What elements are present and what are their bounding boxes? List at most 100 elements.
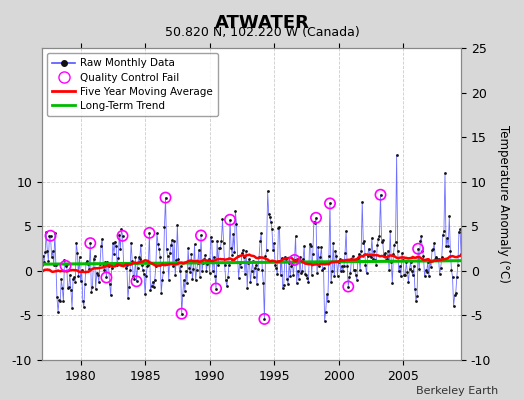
Point [333, 272, 342, 279]
Point [130, 276, 138, 282]
Point [110, 251, 118, 257]
Point [456, 226, 464, 232]
Point [235, 260, 244, 266]
Point [147, 282, 156, 289]
Point [143, 263, 151, 269]
Point [73, 250, 82, 256]
Point [345, 274, 354, 280]
Point [107, 264, 116, 271]
Point [386, 228, 395, 234]
Text: 50.820 N, 102.220 W (Canada): 50.820 N, 102.220 W (Canada) [165, 26, 359, 39]
Point [352, 272, 360, 278]
Point [81, 281, 89, 288]
Point [204, 256, 213, 262]
Point [246, 279, 255, 286]
Point [140, 271, 148, 277]
Point [446, 248, 454, 254]
Point [353, 276, 361, 283]
Point [121, 260, 129, 266]
Point [300, 243, 309, 249]
Point [273, 271, 281, 278]
Point [133, 278, 141, 284]
Point [433, 256, 442, 262]
Point [334, 259, 343, 265]
Point [227, 244, 235, 251]
Point [359, 240, 367, 246]
Point [57, 276, 66, 282]
Point [100, 266, 108, 273]
Point [138, 262, 146, 268]
Point [229, 231, 237, 237]
Point [266, 214, 274, 220]
Point [212, 285, 220, 292]
Point [156, 254, 165, 260]
Point [397, 273, 405, 279]
Point [330, 273, 339, 280]
Point [112, 242, 121, 249]
Point [89, 256, 97, 262]
Point [145, 230, 154, 236]
Point [420, 273, 429, 279]
Point [451, 292, 459, 298]
Point [375, 233, 384, 239]
Point [436, 265, 445, 271]
Point [160, 223, 169, 230]
Point [230, 248, 238, 255]
Point [64, 284, 73, 290]
Point [38, 262, 46, 268]
Point [199, 260, 208, 266]
Point [68, 304, 76, 311]
Point [284, 281, 292, 287]
Point [286, 272, 294, 279]
Point [419, 253, 428, 260]
Point [255, 254, 263, 260]
Point [440, 228, 448, 234]
Point [341, 250, 349, 256]
Point [304, 279, 313, 285]
Point [196, 274, 204, 280]
Point [248, 258, 257, 264]
Point [197, 232, 205, 239]
Point [151, 262, 160, 269]
Point [285, 260, 293, 266]
Point [95, 279, 103, 285]
Point [221, 262, 229, 268]
Point [115, 232, 124, 238]
Point [39, 253, 47, 259]
Point [159, 269, 168, 275]
Point [260, 316, 269, 322]
Point [401, 272, 409, 278]
Point [58, 285, 67, 291]
Point [126, 267, 134, 274]
Point [99, 261, 107, 268]
Point [421, 267, 430, 274]
Point [326, 200, 334, 206]
Point [161, 194, 170, 201]
Point [226, 216, 234, 223]
Point [210, 254, 218, 260]
Point [412, 298, 420, 304]
Point [317, 244, 325, 250]
Point [322, 309, 330, 315]
Point [211, 273, 219, 280]
Point [454, 261, 462, 268]
Point [242, 247, 250, 254]
Point [142, 272, 150, 279]
Point [351, 267, 359, 273]
Point [72, 239, 81, 246]
Point [372, 262, 380, 268]
Point [113, 262, 122, 268]
Point [326, 200, 334, 206]
Point [93, 270, 101, 276]
Point [407, 259, 415, 265]
Point [327, 279, 335, 285]
Point [228, 251, 236, 258]
Point [71, 278, 80, 285]
Point [361, 262, 369, 268]
Point [257, 230, 265, 237]
Point [387, 259, 396, 266]
Point [46, 232, 54, 239]
Point [62, 261, 71, 267]
Point [269, 247, 277, 253]
Point [287, 263, 296, 270]
